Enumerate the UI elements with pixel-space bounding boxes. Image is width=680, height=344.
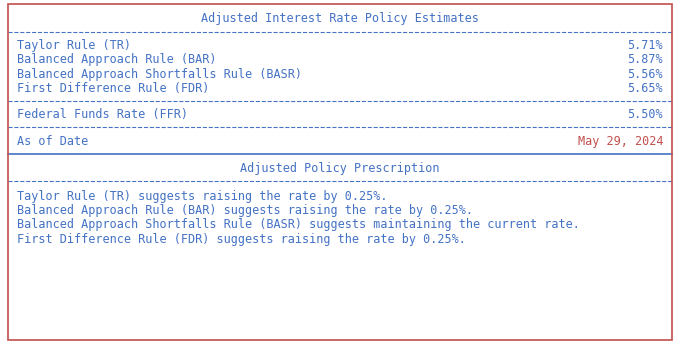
Text: Balanced Approach Rule (BAR): Balanced Approach Rule (BAR) — [17, 53, 216, 66]
Text: Balanced Approach Shortfalls Rule (BASR): Balanced Approach Shortfalls Rule (BASR) — [17, 68, 302, 81]
Text: 5.56%: 5.56% — [628, 68, 663, 81]
Text: 5.87%: 5.87% — [628, 53, 663, 66]
Text: Taylor Rule (TR) suggests raising the rate by 0.25%.: Taylor Rule (TR) suggests raising the ra… — [17, 190, 388, 203]
Text: Adjusted Policy Prescription: Adjusted Policy Prescription — [240, 162, 440, 175]
Text: 5.65%: 5.65% — [628, 82, 663, 95]
Text: Taylor Rule (TR): Taylor Rule (TR) — [17, 39, 131, 52]
Text: First Difference Rule (FDR) suggests raising the rate by 0.25%.: First Difference Rule (FDR) suggests rai… — [17, 233, 466, 246]
Text: Adjusted Interest Rate Policy Estimates: Adjusted Interest Rate Policy Estimates — [201, 12, 479, 25]
Text: First Difference Rule (FDR): First Difference Rule (FDR) — [17, 82, 209, 95]
Text: 5.71%: 5.71% — [628, 39, 663, 52]
Text: Balanced Approach Shortfalls Rule (BASR) suggests maintaining the current rate.: Balanced Approach Shortfalls Rule (BASR)… — [17, 218, 580, 232]
Text: Balanced Approach Rule (BAR) suggests raising the rate by 0.25%.: Balanced Approach Rule (BAR) suggests ra… — [17, 204, 473, 217]
Text: May 29, 2024: May 29, 2024 — [577, 135, 663, 148]
Text: As of Date: As of Date — [17, 135, 88, 148]
Text: Federal Funds Rate (FFR): Federal Funds Rate (FFR) — [17, 108, 188, 121]
Text: 5.50%: 5.50% — [628, 108, 663, 121]
